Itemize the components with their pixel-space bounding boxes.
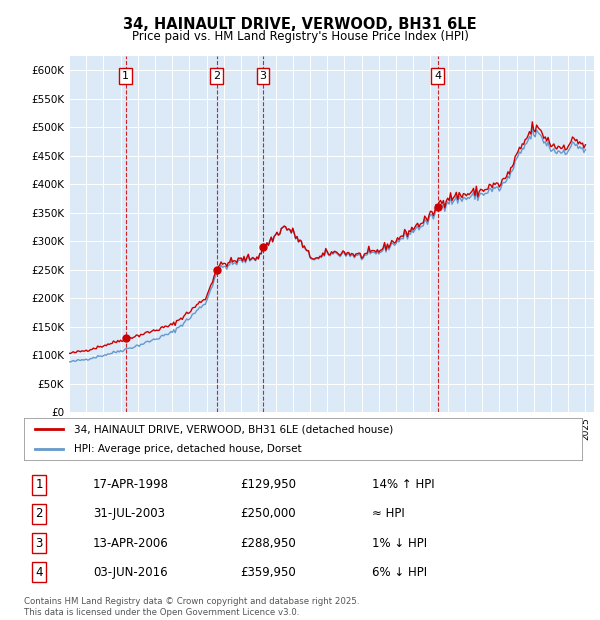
Text: 3: 3 — [260, 71, 266, 81]
Text: 13-APR-2006: 13-APR-2006 — [93, 537, 169, 549]
Text: 34, HAINAULT DRIVE, VERWOOD, BH31 6LE (detached house): 34, HAINAULT DRIVE, VERWOOD, BH31 6LE (d… — [74, 424, 394, 434]
Text: 1: 1 — [122, 71, 129, 81]
Text: £250,000: £250,000 — [240, 508, 296, 520]
Text: Price paid vs. HM Land Registry's House Price Index (HPI): Price paid vs. HM Land Registry's House … — [131, 30, 469, 43]
Text: 17-APR-1998: 17-APR-1998 — [93, 479, 169, 491]
Text: 14% ↑ HPI: 14% ↑ HPI — [372, 479, 434, 491]
Text: 6% ↓ HPI: 6% ↓ HPI — [372, 566, 427, 578]
Text: 03-JUN-2016: 03-JUN-2016 — [93, 566, 167, 578]
Text: Contains HM Land Registry data © Crown copyright and database right 2025.
This d: Contains HM Land Registry data © Crown c… — [24, 598, 359, 617]
Text: 34, HAINAULT DRIVE, VERWOOD, BH31 6LE: 34, HAINAULT DRIVE, VERWOOD, BH31 6LE — [123, 17, 477, 32]
Text: HPI: Average price, detached house, Dorset: HPI: Average price, detached house, Dors… — [74, 445, 302, 454]
Text: £288,950: £288,950 — [240, 537, 296, 549]
Text: 31-JUL-2003: 31-JUL-2003 — [93, 508, 165, 520]
Text: 3: 3 — [35, 537, 43, 549]
Text: £129,950: £129,950 — [240, 479, 296, 491]
Text: 2: 2 — [213, 71, 220, 81]
Text: £359,950: £359,950 — [240, 566, 296, 578]
Text: 4: 4 — [35, 566, 43, 578]
Text: 1: 1 — [35, 479, 43, 491]
Text: 2: 2 — [35, 508, 43, 520]
Text: 4: 4 — [434, 71, 441, 81]
Text: 1% ↓ HPI: 1% ↓ HPI — [372, 537, 427, 549]
Text: ≈ HPI: ≈ HPI — [372, 508, 405, 520]
